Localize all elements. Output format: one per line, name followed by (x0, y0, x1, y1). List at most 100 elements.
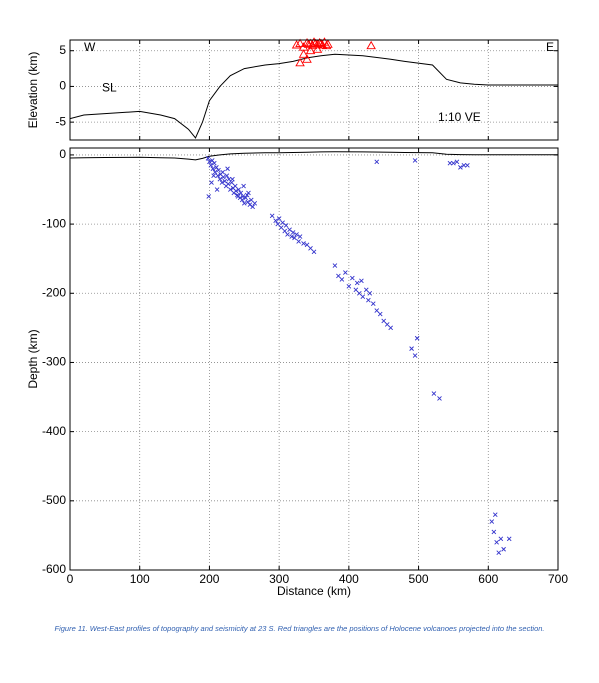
earthquake (374, 308, 380, 313)
earthquake (241, 201, 247, 206)
earthquake (381, 318, 387, 324)
y-tick-label: 5 (59, 43, 66, 57)
y-tick-label: -600 (42, 562, 66, 576)
volcano (298, 49, 309, 58)
earthquake (209, 180, 214, 185)
caption: Figure 11. West-East profiles of topogra… (54, 624, 545, 633)
earthquake (465, 162, 470, 168)
volcano (305, 45, 316, 55)
earthquake (374, 159, 380, 165)
earthquake (283, 223, 289, 228)
earthquake (235, 194, 241, 199)
earthquake (447, 160, 453, 166)
earthquake (346, 284, 352, 289)
plot-frame (69, 39, 559, 141)
earthquake (226, 176, 232, 182)
x-tick-label: 100 (130, 572, 150, 586)
earthquake (414, 335, 420, 341)
earthquake (243, 195, 248, 201)
earthquake (247, 202, 253, 208)
earthquake (245, 199, 251, 205)
x-tick-label: 700 (548, 572, 568, 586)
earthquake (363, 287, 369, 293)
earthquake (285, 232, 290, 237)
earthquake (360, 294, 366, 300)
earthquake (206, 194, 212, 199)
figure: 5 0 -5 Elevation (km) W E SL 1:10 VE 0 -100 -200 -3… (26, 37, 568, 598)
earthquake (343, 270, 348, 275)
earthquake (492, 512, 498, 517)
earthquake (366, 297, 371, 303)
volcano (321, 40, 332, 50)
plot-area (70, 148, 558, 570)
volcano (366, 40, 376, 50)
earthquake (233, 188, 239, 194)
earthquake (275, 221, 281, 227)
annotation: E (546, 40, 554, 54)
earthquake (230, 176, 235, 182)
earthquake (506, 536, 512, 542)
earthquake (229, 180, 235, 185)
earthquake (280, 220, 285, 226)
earthquake (210, 166, 216, 172)
y-tick-label: 0 (59, 147, 66, 161)
earthquake (412, 158, 418, 163)
earthquake (409, 346, 414, 351)
earthquake (437, 396, 442, 401)
data-layer (70, 53, 558, 139)
y-tick-label: -300 (42, 355, 66, 369)
volcano (323, 39, 333, 48)
volcano (312, 39, 323, 48)
earthquake (224, 173, 230, 178)
volcano (316, 38, 326, 48)
earthquake (287, 227, 292, 232)
annotation: W (84, 40, 96, 54)
earthquake (412, 353, 418, 358)
earthquake (496, 550, 502, 556)
x-tick-label: 400 (339, 572, 359, 586)
earthquake (388, 325, 394, 331)
earthquake (297, 234, 303, 239)
earthquake (232, 183, 238, 189)
volcano (295, 38, 305, 48)
earthquake (367, 290, 373, 296)
earthquake (225, 181, 231, 187)
earthquake (370, 301, 376, 306)
profile-line (70, 151, 558, 161)
earthquake (498, 536, 504, 542)
earthquake (248, 197, 254, 203)
earthquake (461, 162, 467, 168)
x-axis-label: Distance (km) (277, 584, 351, 598)
x-tick-label: 0 (67, 572, 74, 586)
earthquake (451, 160, 456, 166)
earthquake (240, 194, 246, 199)
earthquake (354, 280, 360, 286)
earthquake (296, 239, 301, 244)
earthquake (350, 275, 355, 281)
earthquake (301, 241, 306, 246)
earthquake (489, 519, 495, 524)
earthquake (239, 197, 245, 203)
annotation: 1:10 VE (438, 110, 481, 124)
earthquake (207, 159, 212, 165)
earthquake (308, 245, 313, 251)
earthquake (292, 235, 297, 241)
volcano (302, 54, 312, 63)
plot-area (70, 40, 558, 140)
earthquake (290, 230, 296, 235)
earthquake (236, 187, 242, 192)
x-tick-label: 600 (478, 572, 498, 586)
earthquake (222, 178, 228, 184)
y-tick-label: -5 (55, 114, 66, 128)
volcano (291, 40, 302, 49)
y-axis-label: Elevation (km) (26, 52, 40, 129)
earthquake (289, 234, 295, 239)
earthquake (356, 290, 362, 296)
earthquake (377, 311, 383, 317)
y-tick-label: 0 (59, 79, 66, 93)
earthquake (252, 201, 258, 206)
earthquake (228, 187, 233, 192)
earthquake (384, 322, 390, 327)
data-layer (70, 151, 558, 556)
earthquake (225, 166, 230, 172)
